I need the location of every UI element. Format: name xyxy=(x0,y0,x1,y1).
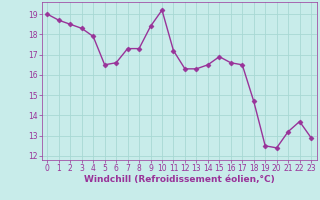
X-axis label: Windchill (Refroidissement éolien,°C): Windchill (Refroidissement éolien,°C) xyxy=(84,175,275,184)
